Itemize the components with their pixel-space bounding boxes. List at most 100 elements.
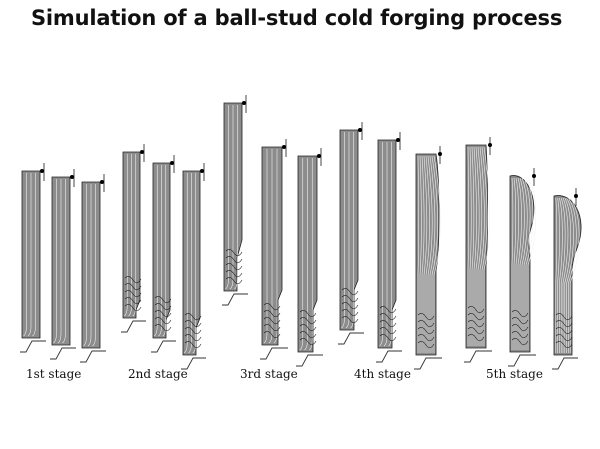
flow-line [557, 197, 560, 353]
flow-line [341, 132, 345, 329]
flow-line [225, 105, 229, 290]
deformation-mark [379, 313, 397, 321]
deformation-mark [124, 304, 142, 312]
contact-point [242, 101, 246, 105]
stage-label-group: 1st stage 2nd stage 3rd stage 4th stage … [26, 367, 543, 381]
deformation-mark [124, 290, 142, 298]
flow-line [27, 173, 32, 337]
flow-line [263, 149, 268, 344]
flow-line [87, 184, 92, 347]
flow-line [421, 155, 425, 353]
die-contour-bottom [508, 354, 536, 367]
flow-line [299, 158, 304, 351]
deformation-mark [379, 327, 397, 335]
deformation-mark [154, 310, 172, 318]
deformation-mark [124, 297, 142, 305]
deformation-mark [511, 331, 529, 339]
flow-line [229, 105, 234, 290]
deformation-mark [299, 324, 317, 332]
die-contour-bottom [222, 293, 248, 306]
flow-line [481, 146, 488, 346]
contact-point [200, 169, 204, 173]
contact-point [170, 161, 174, 165]
contact-point [488, 143, 492, 147]
deformation-mark [341, 288, 359, 296]
flow-line [475, 146, 480, 346]
deformation-mark [124, 283, 142, 291]
die-contour-bottom [296, 354, 323, 367]
die-contour-bottom [181, 357, 206, 370]
die-contour-bottom [464, 350, 492, 363]
flow-line [479, 146, 485, 346]
contact-point [100, 180, 104, 184]
flow-line [525, 177, 534, 350]
deformation-mark [379, 334, 397, 342]
flow-line [431, 155, 438, 353]
die-contour-bottom [260, 347, 288, 360]
deformation-mark [467, 306, 485, 314]
die-contour-bottom [20, 340, 46, 353]
flow-line [515, 177, 519, 350]
deformation-mark [225, 256, 243, 264]
deformation-mark [511, 317, 529, 325]
flow-line [53, 179, 57, 344]
deformation-mark [467, 334, 485, 342]
flow-line [555, 197, 558, 353]
stage-label-3: 3rd stage [240, 367, 298, 381]
deformation-mark [379, 306, 397, 314]
deformation-mark [263, 317, 281, 325]
flow-line [23, 173, 27, 337]
flow-line [388, 142, 392, 347]
flow-line [379, 142, 383, 347]
flow-line [309, 158, 313, 351]
deformation-mark [154, 296, 172, 304]
flow-line [304, 158, 308, 351]
deformation-mark [263, 324, 281, 332]
deformation-mark [263, 310, 281, 318]
deformation-mark [263, 303, 281, 311]
flow-line [132, 154, 137, 317]
stage-label-4: 4th stage [354, 367, 411, 381]
stage-label-2: 2nd stage [128, 367, 188, 381]
die-contour-bottom [80, 350, 106, 363]
stage-label-1: 1st stage [26, 367, 81, 381]
deformation-mark [417, 334, 435, 342]
flow-line [433, 155, 441, 353]
flow-line [32, 173, 36, 337]
flow-line [427, 155, 433, 353]
flow-line [429, 155, 436, 353]
page-title: Simulation of a ball-stud cold forging p… [31, 6, 563, 30]
deformation-mark [555, 341, 573, 349]
deformation-mark [154, 303, 172, 311]
deformation-mark [225, 249, 243, 257]
deformation-mark [154, 317, 172, 325]
flow-line [521, 177, 528, 350]
die-contour-bottom [151, 340, 176, 353]
contact-point [358, 128, 362, 132]
flow-line [425, 155, 430, 353]
flow-line [471, 146, 475, 346]
deformation-mark [417, 320, 435, 328]
flow-line [527, 177, 537, 350]
deformation-mark [299, 310, 317, 318]
flow-line [162, 165, 167, 337]
flow-line [513, 177, 517, 350]
die-contour-bottom [376, 350, 402, 363]
deformation-mark [341, 309, 359, 317]
contact-point [438, 152, 442, 156]
die-contour-bottom [414, 357, 442, 370]
deformation-mark [417, 327, 435, 335]
deformation-mark [555, 313, 573, 321]
flow-line [469, 146, 472, 346]
deformation-mark [263, 331, 281, 339]
deformation-mark [299, 331, 317, 339]
flow-line [423, 155, 428, 353]
contact-point [282, 145, 286, 149]
contact-point [140, 150, 144, 154]
flow-line [562, 197, 569, 353]
flow-line [57, 179, 62, 344]
deformation-mark [184, 313, 202, 321]
flow-line [83, 184, 87, 347]
deformation-mark [225, 277, 243, 285]
